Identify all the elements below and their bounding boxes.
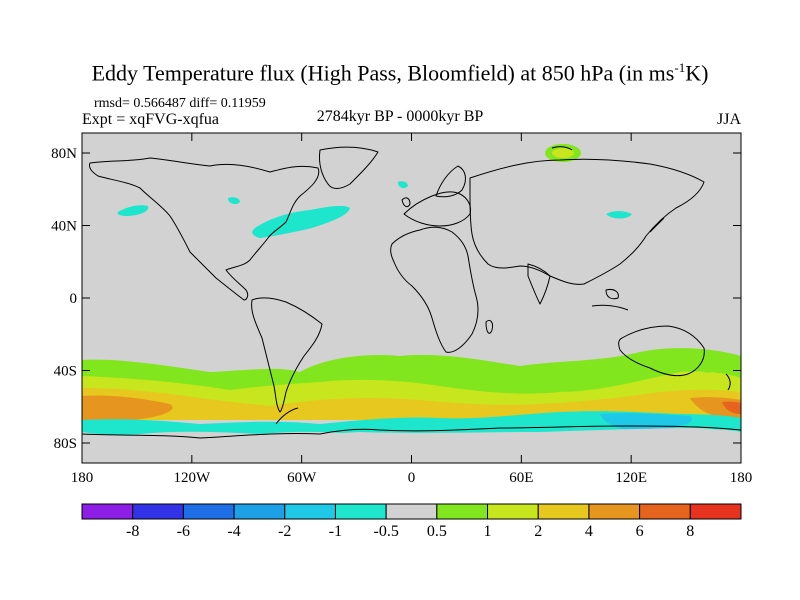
- colorbar-label: 2: [534, 523, 542, 540]
- x-tick-label: 180: [71, 470, 94, 486]
- colorbar-swatch: [182, 503, 235, 520]
- colorbar-label: -2: [278, 523, 291, 540]
- colorbar-swatch: [487, 503, 539, 520]
- colorbar-swatch: [233, 503, 286, 520]
- x-tick-label: 60E: [509, 470, 533, 486]
- x-tick-label: 120E: [615, 470, 647, 486]
- coast-australia: [618, 325, 705, 377]
- field-patch-2: [700, 364, 714, 373]
- coast-japan: [649, 217, 665, 233]
- y-tick-label: 80S: [54, 436, 77, 452]
- coast-india: [527, 263, 551, 305]
- colorbar-swatch: [81, 503, 134, 520]
- coast-asia: [469, 158, 705, 285]
- field-asia: [606, 211, 632, 219]
- colorbar-swatch: [537, 503, 590, 520]
- coast-antarctic-peninsula: [275, 407, 299, 425]
- coast-new-zealand: [725, 373, 731, 391]
- y-tick-label: 40N: [51, 219, 77, 235]
- colorbar-swatch: [436, 503, 489, 520]
- colorbar-label: -0.5: [373, 523, 398, 540]
- coast-europe: [403, 191, 471, 227]
- experiment-label: Expt = xqFVG-xqfua: [82, 111, 220, 128]
- season-label: JJA: [716, 111, 741, 128]
- colorbar-label: 0.5: [427, 523, 447, 540]
- anomaly-field: [82, 144, 741, 463]
- y-tick-label: 40S: [54, 364, 77, 380]
- field-patch-1: [446, 367, 459, 377]
- colorbar-label: 6: [636, 523, 644, 540]
- colorbar-swatch: [639, 503, 691, 520]
- colorbar-label: -1: [329, 523, 342, 540]
- coast-greenland: [319, 146, 379, 189]
- coast-south-america: [251, 297, 323, 413]
- coast-madagascar: [485, 319, 493, 334]
- field-patch-antarctic: [600, 413, 692, 432]
- stats-label: rmsd= 0.566487 diff= 0.11959: [94, 96, 266, 111]
- field-core-west: [82, 395, 173, 420]
- colorbar-label: -6: [177, 523, 190, 540]
- colorbar-label: 8: [686, 523, 694, 540]
- colorbar-label: 4: [585, 523, 593, 540]
- field-antarctica: [82, 428, 741, 463]
- colorbar-swatch: [588, 503, 641, 520]
- coast-antarctica: [82, 425, 741, 439]
- coast-scandinavia: [435, 165, 466, 198]
- colorbar-swatch: [132, 503, 184, 520]
- coast-uk: [401, 197, 411, 208]
- coast-north-america: [89, 157, 320, 301]
- colorbar-swatch: [334, 503, 387, 520]
- period-label: 2784kyr BP - 0000kyr BP: [316, 108, 484, 125]
- field-greenland-sea: [398, 181, 408, 189]
- x-axis: 180 120W 60W 0 60E 120E 180: [71, 133, 753, 486]
- y-axis: 80N 40N 0 40S 80S: [51, 146, 741, 452]
- coast-europe-africa: [390, 226, 479, 353]
- field-arctic-inner: [552, 148, 574, 158]
- colorbar-swatch: [385, 503, 438, 520]
- y-tick-label: 80N: [51, 146, 77, 162]
- x-tick-label: 0: [408, 470, 416, 486]
- colorbar-label: -4: [227, 523, 240, 540]
- field-north-pacific: [117, 205, 149, 216]
- coast-indonesia: [591, 304, 629, 311]
- colorbar-swatch: [689, 503, 742, 520]
- colorbar-label: 1: [484, 523, 492, 540]
- x-tick-label: 60W: [287, 470, 317, 486]
- x-tick-label: 180: [730, 470, 753, 486]
- coastlines: [82, 146, 741, 439]
- field-north-america: [228, 197, 240, 205]
- x-tick-label: 120W: [173, 470, 211, 486]
- colorbar-label: -8: [126, 523, 139, 540]
- colorbar-swatch: [284, 503, 336, 520]
- coast-svalbard: [551, 146, 573, 151]
- colorbar: -8 -6 -4 -2 -1 -0.5 0.5 1 2 4 6 8: [81, 503, 742, 540]
- y-tick-label: 0: [70, 291, 78, 307]
- field-core-east-inner: [722, 401, 741, 414]
- plot-title: Eddy Temperature flux (High Pass, Bloomf…: [91, 60, 709, 86]
- coast-borneo: [605, 289, 619, 300]
